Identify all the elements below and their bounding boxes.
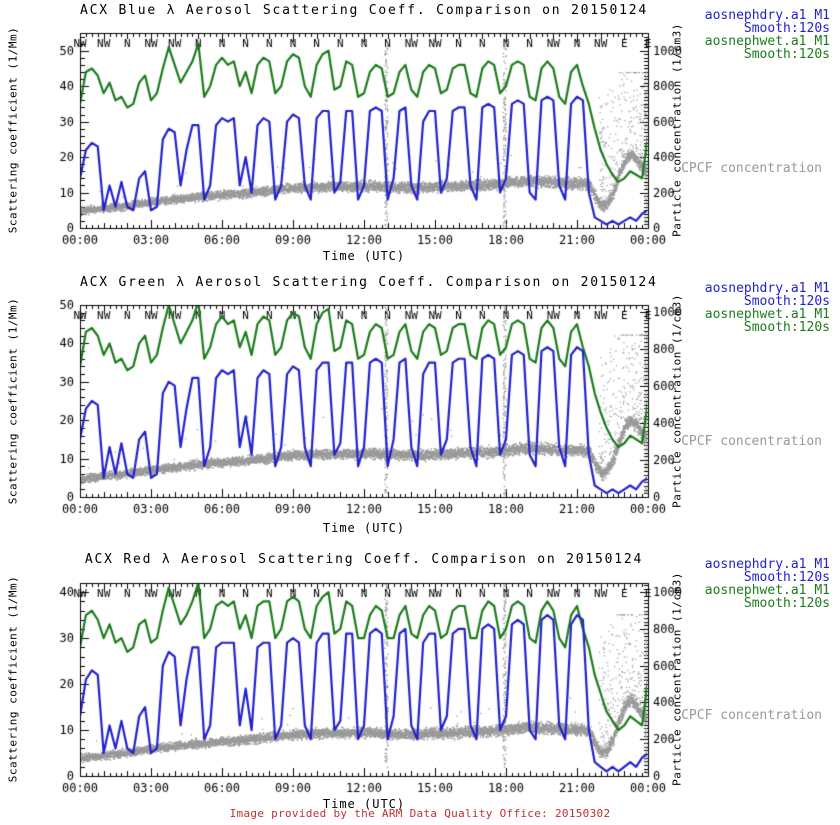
legend-wet-smooth-label: Smooth:120s (743, 320, 830, 335)
chart2-cpc-legend-label: CPCF concentration (681, 434, 822, 449)
legend-wet-label: aosnephwet.a1 M1 (704, 307, 830, 322)
legend-dry-label: aosnephdry.a1 M1 (704, 281, 830, 296)
legend-dry-smooth-label: Smooth:120s (743, 294, 830, 309)
chart1-y2-axis-label: Particle concentration (1/cm3) (670, 23, 684, 237)
legend-dry-label: aosnephdry.a1 M1 (704, 557, 830, 572)
chart3-y2-axis-label: Particle concentration (1/cm3) (670, 572, 684, 786)
legend-dry-smooth-label: Smooth:120s (743, 21, 830, 36)
legend-wet-label: aosnephwet.a1 M1 (704, 583, 830, 598)
legend-dry-smooth-label: Smooth:120s (743, 570, 830, 585)
chart3-title: ACX Red λ Aerosol Scattering Coeff. Comp… (84, 552, 644, 567)
chart1-title: ACX Blue λ Aerosol Scattering Coeff. Com… (80, 3, 648, 18)
chart3-legend: aosnephdry.a1 M1 Smooth:120s aosnephwet.… (705, 558, 830, 610)
chart1-legend: aosnephdry.a1 M1 Smooth:120s aosnephwet.… (705, 9, 830, 61)
legend-wet-label: aosnephwet.a1 M1 (704, 34, 830, 49)
chart2-x-axis-label: Time (UTC) (322, 521, 406, 535)
chart2-y2-axis-label: Particle concentration (1/cm3) (670, 294, 684, 508)
chart2-y-axis-label: Scattering coefficient (1/Mm) (6, 297, 20, 505)
chart3-cpc-legend-label: CPCF concentration (681, 708, 822, 723)
chart1-cpc-legend-label: CPCF concentration (681, 161, 822, 176)
chart3-y-axis-label: Scattering coefficient (1/Mm) (6, 575, 20, 783)
chart1-x-axis-label: Time (UTC) (322, 249, 406, 263)
chart1-y-axis-label: Scattering coefficient (1/Mm) (6, 26, 20, 234)
legend-dry-label: aosnephdry.a1 M1 (704, 8, 830, 23)
legend-wet-smooth-label: Smooth:120s (743, 596, 830, 611)
chart2-legend: aosnephdry.a1 M1 Smooth:120s aosnephwet.… (705, 282, 830, 334)
legend-wet-smooth-label: Smooth:120s (743, 47, 830, 62)
attribution-footer: Image provided by the ARM Data Quality O… (229, 807, 611, 820)
chart2-title: ACX Green λ Aerosol Scattering Coeff. Co… (80, 275, 658, 290)
chart3-x-axis-label: Time (UTC) (322, 797, 406, 811)
